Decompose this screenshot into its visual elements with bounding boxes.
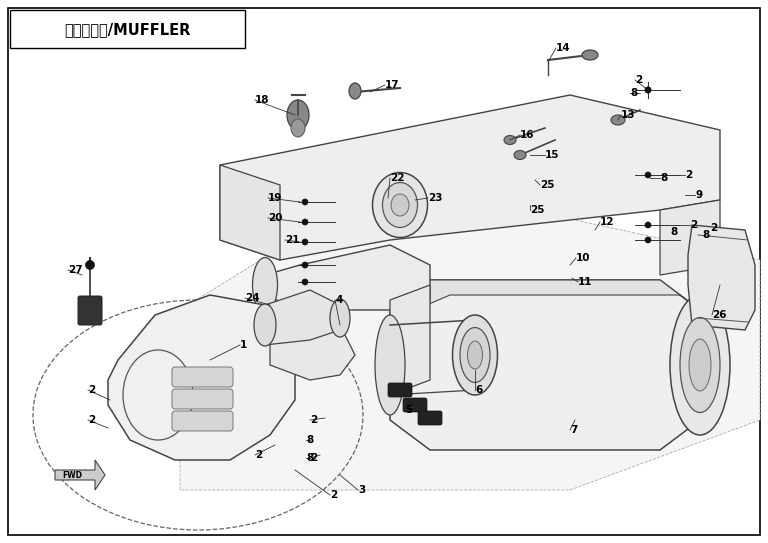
Ellipse shape xyxy=(391,194,409,216)
Text: 1: 1 xyxy=(240,340,247,350)
Text: 15: 15 xyxy=(545,150,560,160)
Text: 25: 25 xyxy=(530,205,545,215)
FancyBboxPatch shape xyxy=(78,296,102,325)
FancyBboxPatch shape xyxy=(418,411,442,425)
Text: 4: 4 xyxy=(335,295,343,305)
Text: 17: 17 xyxy=(385,80,399,90)
Text: 2: 2 xyxy=(710,223,717,233)
Ellipse shape xyxy=(254,304,276,346)
FancyBboxPatch shape xyxy=(172,367,233,387)
Text: 19: 19 xyxy=(268,193,283,203)
Text: 2: 2 xyxy=(310,415,317,425)
Text: 27: 27 xyxy=(68,265,83,275)
Ellipse shape xyxy=(689,339,711,391)
Ellipse shape xyxy=(611,115,625,125)
Ellipse shape xyxy=(287,100,309,130)
Text: 20: 20 xyxy=(268,213,283,223)
Ellipse shape xyxy=(670,295,730,435)
Text: 13: 13 xyxy=(621,110,635,120)
FancyBboxPatch shape xyxy=(403,398,427,412)
Polygon shape xyxy=(108,295,295,460)
Text: 2: 2 xyxy=(310,453,317,463)
Text: 排气消声器/MUFFLER: 排气消声器/MUFFLER xyxy=(64,22,190,37)
Text: 11: 11 xyxy=(578,277,592,287)
Polygon shape xyxy=(688,225,755,330)
Text: FWD: FWD xyxy=(62,470,82,479)
Text: 3: 3 xyxy=(358,485,366,495)
Text: 26: 26 xyxy=(712,310,727,320)
Polygon shape xyxy=(265,245,430,310)
Text: 2: 2 xyxy=(88,415,95,425)
Text: 25: 25 xyxy=(540,180,554,190)
Ellipse shape xyxy=(382,182,418,228)
Text: 18: 18 xyxy=(255,95,270,105)
Text: 7: 7 xyxy=(570,425,578,435)
Text: 10: 10 xyxy=(576,253,591,263)
Text: 16: 16 xyxy=(520,130,535,140)
Ellipse shape xyxy=(291,119,305,137)
Polygon shape xyxy=(180,180,760,490)
Text: 2: 2 xyxy=(635,75,642,85)
Text: 8: 8 xyxy=(630,88,637,98)
Ellipse shape xyxy=(375,315,405,415)
Polygon shape xyxy=(55,460,105,490)
Text: 2: 2 xyxy=(88,385,95,395)
Text: 8: 8 xyxy=(670,227,677,237)
Text: 8: 8 xyxy=(702,230,710,240)
Ellipse shape xyxy=(468,341,482,369)
Circle shape xyxy=(645,237,651,243)
Polygon shape xyxy=(270,310,355,380)
Polygon shape xyxy=(390,280,700,310)
Text: 12: 12 xyxy=(600,217,614,227)
Text: 24: 24 xyxy=(245,293,260,303)
FancyBboxPatch shape xyxy=(172,411,233,431)
Text: 21: 21 xyxy=(285,235,300,245)
Text: 5: 5 xyxy=(405,405,412,415)
Text: 2: 2 xyxy=(330,490,337,500)
Polygon shape xyxy=(265,290,340,345)
Circle shape xyxy=(645,222,651,228)
Circle shape xyxy=(302,262,308,268)
Ellipse shape xyxy=(349,83,361,99)
Ellipse shape xyxy=(452,315,498,395)
Ellipse shape xyxy=(514,150,526,160)
Polygon shape xyxy=(660,200,720,275)
Text: 8: 8 xyxy=(306,453,313,463)
Circle shape xyxy=(645,87,651,93)
FancyBboxPatch shape xyxy=(172,389,233,409)
Ellipse shape xyxy=(582,50,598,60)
Polygon shape xyxy=(390,280,700,450)
Text: 9: 9 xyxy=(695,190,702,200)
Polygon shape xyxy=(220,95,720,260)
Polygon shape xyxy=(390,285,430,395)
Text: 8: 8 xyxy=(306,435,313,445)
Text: 14: 14 xyxy=(556,43,571,53)
Ellipse shape xyxy=(504,136,516,144)
Text: 23: 23 xyxy=(428,193,442,203)
Text: 6: 6 xyxy=(475,385,482,395)
Circle shape xyxy=(85,261,94,269)
Bar xyxy=(10,10,245,48)
Polygon shape xyxy=(220,165,280,260)
Circle shape xyxy=(302,279,308,285)
Ellipse shape xyxy=(680,318,720,413)
FancyBboxPatch shape xyxy=(388,383,412,397)
Text: 22: 22 xyxy=(390,173,405,183)
Circle shape xyxy=(645,172,651,178)
Text: 8: 8 xyxy=(660,173,667,183)
Ellipse shape xyxy=(330,299,350,337)
Text: 2: 2 xyxy=(255,450,262,460)
Ellipse shape xyxy=(460,327,490,382)
Ellipse shape xyxy=(372,173,428,237)
Circle shape xyxy=(302,199,308,205)
Text: 2: 2 xyxy=(690,220,697,230)
Circle shape xyxy=(302,239,308,245)
Circle shape xyxy=(645,87,651,93)
Ellipse shape xyxy=(253,257,277,313)
Circle shape xyxy=(302,219,308,225)
Text: 2: 2 xyxy=(685,170,692,180)
